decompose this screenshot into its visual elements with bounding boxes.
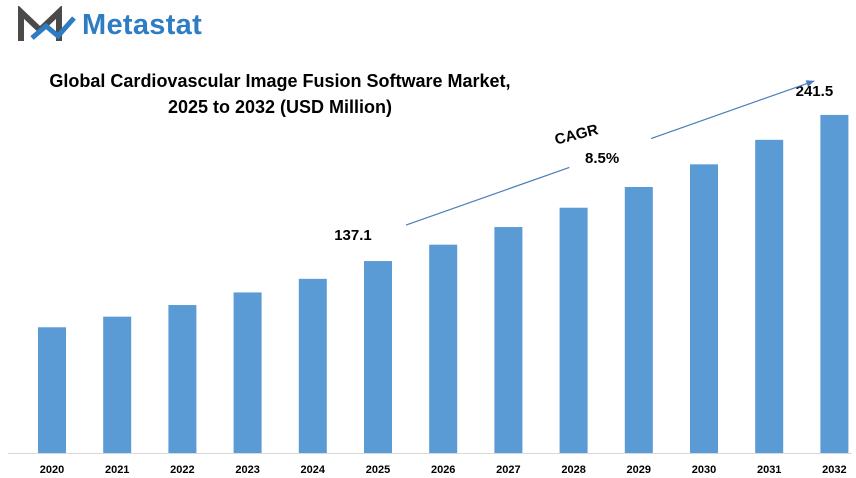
bar-2030	[690, 164, 718, 453]
x-tick-label-2023: 2023	[235, 464, 259, 476]
data-label-2025: 137.1	[334, 227, 372, 244]
x-tick-label-2020: 2020	[40, 464, 64, 476]
x-tick-label-2027: 2027	[496, 464, 520, 476]
cagr-arrow-line-start	[405, 166, 570, 226]
chart-title: Global Cardiovascular Image Fusion Softw…	[20, 68, 540, 120]
x-tick-label-2031: 2031	[757, 464, 781, 476]
bar-2029	[624, 187, 653, 453]
bar-2027	[494, 227, 523, 453]
x-tick-label-2030: 2030	[692, 464, 716, 476]
cagr-value: 8.5%	[585, 150, 620, 167]
bar-2026	[429, 244, 458, 453]
bar-2024	[298, 278, 327, 453]
x-tick-label-2024: 2024	[301, 464, 326, 476]
bar-2021	[103, 316, 132, 453]
bar-2031	[755, 139, 784, 453]
x-tick-label-2028: 2028	[561, 464, 585, 476]
x-tick-label-2026: 2026	[431, 464, 455, 476]
chart-title-line-1: Global Cardiovascular Image Fusion Softw…	[49, 71, 511, 91]
bar-2023	[233, 292, 262, 453]
bar-2028	[559, 207, 588, 453]
brand-name: Metastat	[82, 8, 203, 41]
x-tick-label-2025: 2025	[366, 464, 390, 476]
x-tick-label-2029: 2029	[627, 464, 651, 476]
brand-logo: Metastat	[18, 6, 202, 44]
bar-2025	[364, 261, 392, 453]
bar-2022	[168, 305, 197, 453]
x-tick-label-2032: 2032	[822, 464, 846, 476]
x-tick-label-2022: 2022	[170, 464, 194, 476]
data-label-2032: 241.5	[796, 83, 834, 100]
cagr-arrow-line-end	[650, 80, 815, 140]
cagr-arrowhead	[805, 80, 815, 87]
metastat-m-logo-icon	[18, 6, 76, 41]
x-tick-label-2021: 2021	[105, 464, 129, 476]
bar-2020	[38, 327, 66, 453]
chart-title-line-2: 2025 to 2032 (USD Million)	[167, 97, 393, 117]
bar-2032	[820, 114, 849, 454]
